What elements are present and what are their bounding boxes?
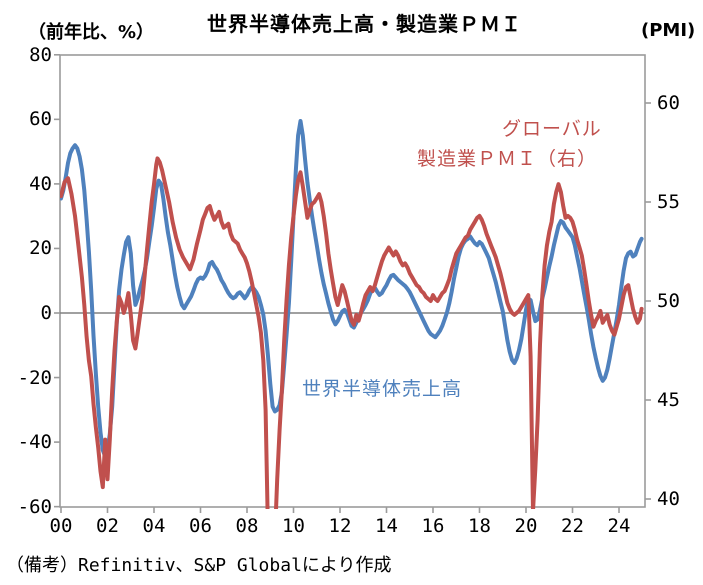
x-tick-04: 04 (142, 515, 166, 537)
x-tick-12: 12 (328, 515, 352, 537)
x-tick-06: 06 (189, 515, 212, 537)
x-tick-00: 00 (49, 515, 73, 537)
x-tick-22: 22 (561, 515, 584, 537)
left-tick-80: 80 (29, 43, 52, 66)
source-note: （備考）Refinitiv、S&P Globalにより作成 (6, 555, 392, 576)
x-tick-18: 18 (468, 515, 491, 537)
chart-title: 世界半導体売上高・製造業ＰＭＩ (207, 12, 522, 36)
left-tick--60: -60 (17, 495, 52, 518)
x-tick-10: 10 (282, 515, 305, 537)
x-tick-14: 14 (375, 515, 398, 537)
x-tick-08: 08 (235, 515, 259, 537)
left-tick-40: 40 (29, 172, 52, 195)
x-tick-16: 16 (421, 515, 445, 537)
left-axis-unit-label: （前年比、%） (28, 22, 155, 43)
left-tick--20: -20 (17, 366, 52, 389)
left-tick--40: -40 (17, 431, 52, 454)
legend-semiconductor: 世界半導体売上高 (302, 378, 463, 400)
right-tick-50: 50 (657, 290, 680, 312)
left-tick-20: 20 (29, 237, 52, 260)
right-tick-55: 55 (657, 191, 680, 213)
right-tick-45: 45 (657, 389, 680, 411)
right-tick-40: 40 (657, 488, 680, 510)
x-tick-02: 02 (96, 515, 119, 537)
x-tick-24: 24 (607, 515, 631, 537)
legend-pmi-line1: グローバル (502, 118, 602, 140)
legend-pmi-line2: 製造業ＰＭＩ（右） (417, 148, 598, 170)
x-tick-20: 20 (514, 515, 538, 537)
right-tick-60: 60 (657, 92, 680, 114)
left-tick-60: 60 (29, 108, 52, 131)
left-tick-0: 0 (40, 302, 52, 324)
right-axis-unit-label: (PMI) (641, 20, 696, 41)
